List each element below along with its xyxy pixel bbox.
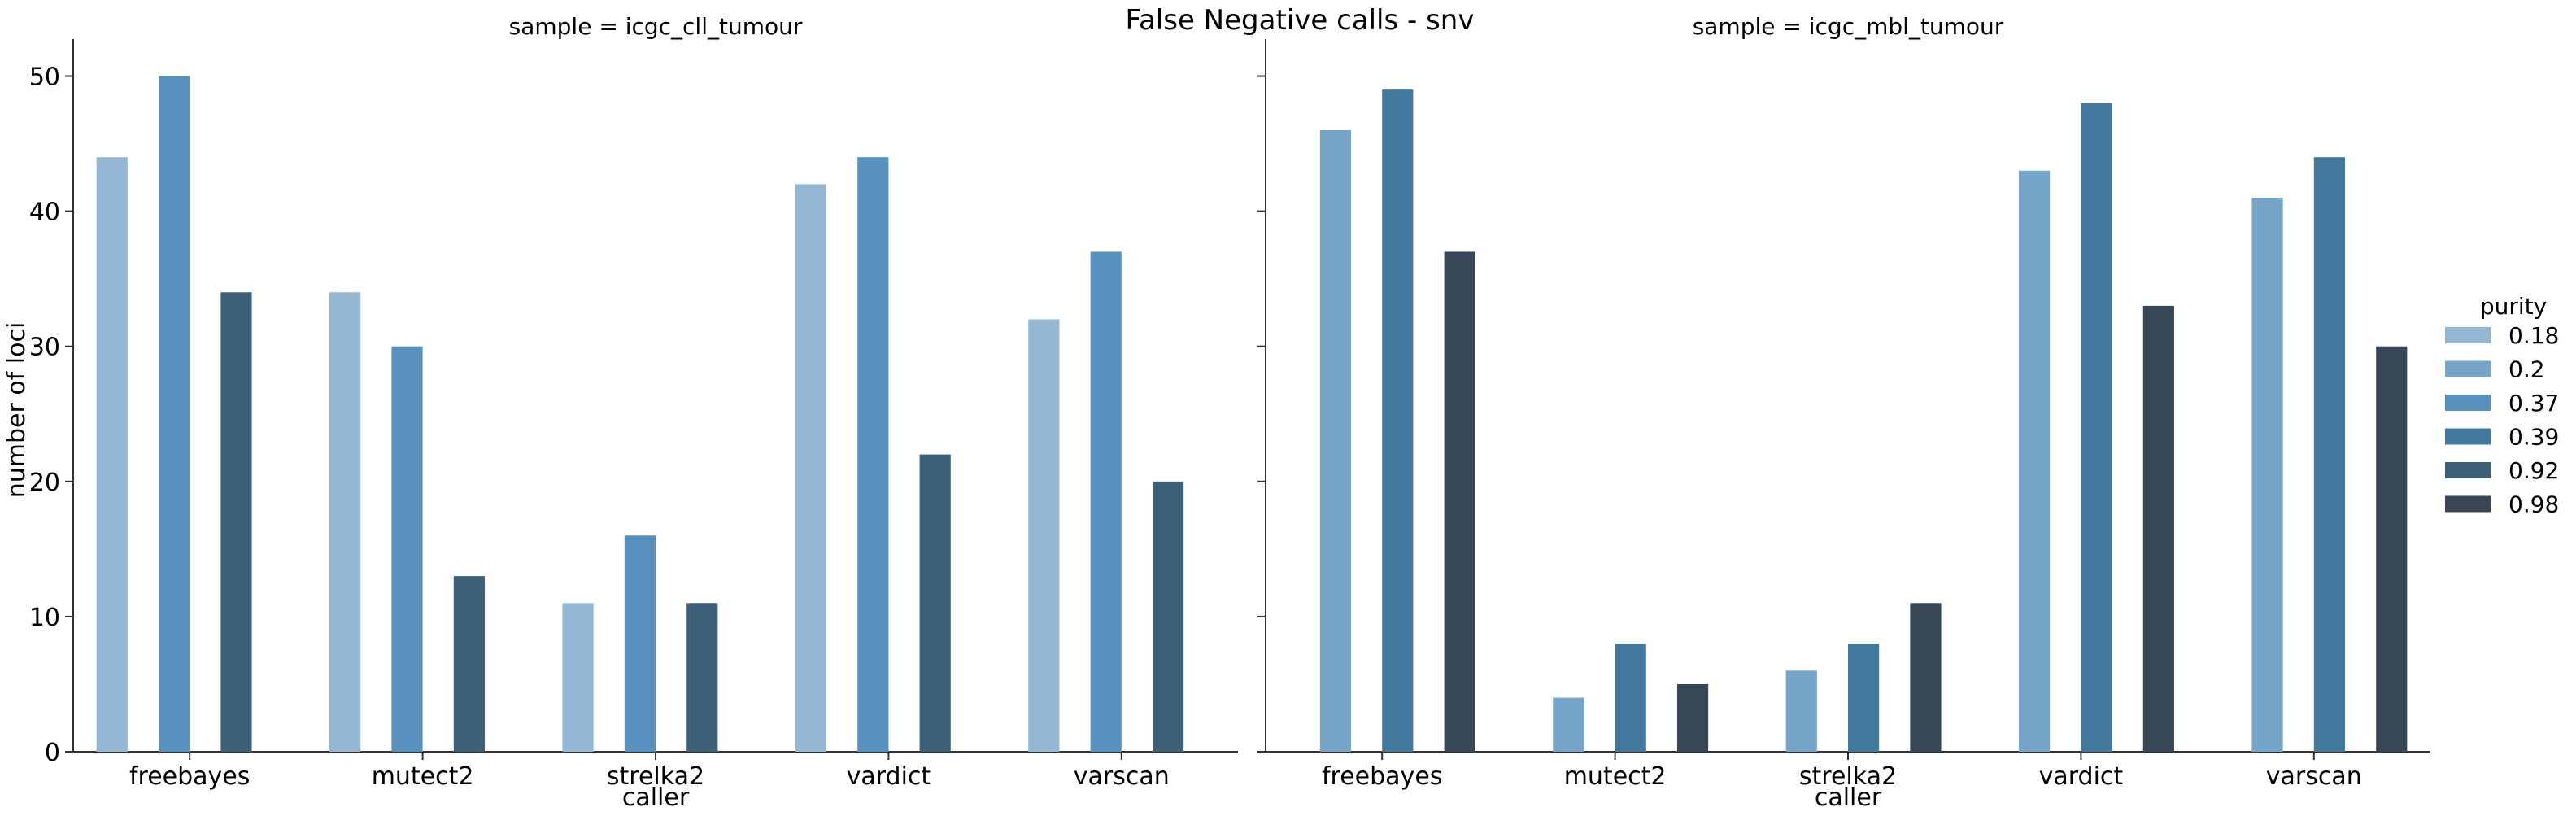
y-tick-label: 10: [29, 604, 60, 632]
x-tick-label: varscan: [2266, 762, 2362, 791]
bar: [1676, 683, 1709, 752]
x-axis-label: caller: [622, 783, 690, 812]
y-tick-label: 30: [29, 334, 60, 362]
bar: [2081, 103, 2112, 752]
bar: [795, 184, 827, 752]
bar: [1785, 670, 1817, 752]
legend-swatch: [2445, 395, 2491, 411]
x-axis-label: caller: [1815, 783, 1882, 812]
panel-title: sample = icgc_mbl_tumour: [1693, 13, 2004, 40]
x-tick-label: freebayes: [1322, 762, 1442, 791]
y-tick-label: 40: [29, 199, 60, 227]
legend-label: 0.18: [2508, 322, 2559, 349]
bar: [2376, 346, 2408, 752]
x-tick-label: mutect2: [1564, 762, 1667, 791]
bar: [919, 454, 951, 752]
bar: [562, 603, 594, 752]
legend-swatch: [2445, 360, 2491, 377]
x-tick-label: varscan: [1074, 762, 1170, 791]
legend-title: purity: [2480, 293, 2547, 320]
bar: [220, 292, 252, 752]
x-tick-label: mutect2: [372, 762, 474, 791]
legend: purity 0.18 0.2 0.37 0.39 0.92 0.98: [2445, 293, 2559, 518]
y-tick-label: 0: [45, 739, 60, 767]
bar: [2313, 157, 2345, 752]
legend-label: 0.2: [2508, 356, 2545, 383]
legend-swatch: [2445, 462, 2491, 478]
bar: [857, 157, 889, 752]
bar: [1444, 251, 1475, 752]
legend-swatch: [2445, 327, 2491, 343]
legend-label: 0.37: [2508, 390, 2559, 417]
y-axis-label: number of loci: [2, 322, 31, 499]
panel-icgc-cll-tumour: sample = icgc_cll_tumour 0 10 20 30 40 50 free…: [29, 13, 1238, 791]
legend-label: 0.98: [2508, 491, 2559, 518]
x-tick-label: vardict: [847, 762, 931, 791]
x-tick-label: strelka2: [607, 762, 704, 791]
bar: [453, 576, 485, 752]
bar: [1090, 251, 1122, 752]
bar: [1152, 481, 1184, 752]
bar: [2142, 305, 2174, 752]
bar: [1382, 89, 1414, 753]
bar: [96, 157, 128, 752]
bar: [624, 535, 656, 752]
legend-label: 0.92: [2508, 457, 2559, 484]
bar: [2019, 170, 2051, 753]
x-tick-label: vardict: [2039, 762, 2124, 791]
figure-title: False Negative calls - snv: [1126, 4, 1475, 37]
bar: [329, 292, 361, 752]
legend-swatch: [2445, 495, 2491, 513]
y-tick-label: 20: [29, 469, 60, 497]
panel-title: sample = icgc_cll_tumour: [509, 13, 803, 40]
bar: [1028, 319, 1060, 752]
bar: [1553, 697, 1584, 752]
bar: [686, 603, 718, 752]
panel-icgc-mbl-tumour: sample = icgc_mbl_tumour freebayes mutect…: [1257, 13, 2430, 791]
bar: [2251, 198, 2283, 752]
bar: [1910, 603, 1942, 752]
bar: [1319, 129, 1352, 752]
bar: [391, 346, 423, 752]
x-tick-label: freebayes: [129, 762, 250, 791]
bar: [1848, 644, 1880, 752]
x-tick-label: strelka2: [1799, 762, 1897, 791]
bar: [1615, 644, 1646, 752]
bar: [159, 76, 190, 753]
y-tick-label: 50: [29, 63, 60, 92]
legend-swatch: [2445, 428, 2491, 445]
legend-label: 0.39: [2508, 424, 2559, 451]
